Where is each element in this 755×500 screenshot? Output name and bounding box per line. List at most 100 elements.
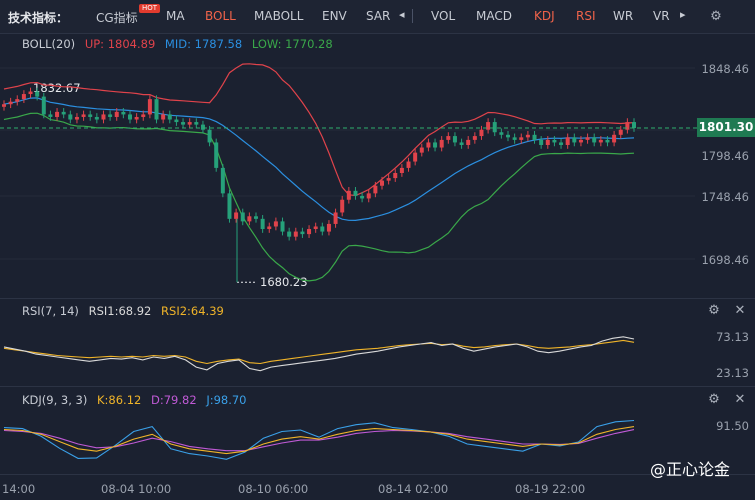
candle-body [141, 114, 146, 117]
candle-body [406, 161, 411, 168]
candle-body [48, 114, 53, 117]
kdj-j-value: J:98.70 [206, 393, 247, 407]
candle-body [380, 180, 384, 186]
candle-body [519, 137, 524, 140]
x-axis-label: 08-19 22:00 [515, 482, 586, 496]
tab-env[interactable]: ENV [322, 9, 347, 23]
watermark-text: @正心论金 [650, 460, 731, 479]
tab-macd[interactable]: MACD [476, 9, 512, 23]
rsi-legend: RSI(7, 14) RSI1:68.92 RSI2:64.39 [22, 304, 230, 318]
gear-icon[interactable]: ⚙ [710, 9, 722, 24]
pane-divider [0, 298, 755, 299]
candle-body [300, 231, 305, 235]
boll-middle-band [3, 97, 635, 222]
candle-body [240, 212, 245, 222]
boll-y-tick: 1798.46 [701, 149, 749, 163]
tab-ma[interactable]: MA [166, 9, 185, 23]
candle-body [28, 91, 33, 95]
tab-kdj[interactable]: KDJ [534, 9, 555, 23]
candle-body [247, 216, 252, 222]
candle-body [625, 122, 630, 130]
candle-body [333, 212, 338, 224]
prev-arrow-icon[interactable]: ◂ [399, 8, 405, 21]
candle-body [426, 142, 431, 148]
boll-low-value: LOW: 1770.28 [251, 37, 333, 51]
next-arrow-icon[interactable]: ▸ [680, 8, 686, 21]
candle-body [15, 99, 20, 102]
rsi-name: RSI(7, 14) [22, 304, 79, 318]
candle-body [214, 142, 219, 168]
candle-body [313, 226, 318, 230]
boll-legend: BOLL(20) UP: 1804.89 MID: 1787.58 LOW: 1… [22, 37, 339, 51]
tab-rsi[interactable]: RSI [576, 9, 596, 23]
toolbar-divider [412, 9, 413, 23]
rsi1-line [3, 336, 635, 372]
candle-body [572, 137, 577, 143]
candle-body [293, 231, 298, 237]
candle-body [499, 132, 504, 135]
candle-body [366, 193, 371, 199]
rsi-close-icon[interactable]: ✕ [734, 303, 746, 318]
candle-body [525, 134, 530, 138]
candle-body [592, 137, 597, 143]
candle-body [353, 190, 358, 196]
toolbar-title: 技术指标： [8, 11, 69, 25]
candle-body [128, 114, 132, 120]
candle-body [585, 137, 590, 140]
candle-body [167, 114, 172, 120]
kdj-d-line [3, 429, 635, 452]
boll-y-tick: 1748.46 [701, 190, 749, 204]
candle-body [207, 129, 212, 143]
kdj-d-value: D:79.82 [151, 393, 197, 407]
candle-body [419, 147, 424, 153]
rsi-settings-gear-icon[interactable]: ⚙ [708, 303, 720, 318]
hot-badge: HOT [139, 4, 161, 13]
kdj-settings-gear-icon[interactable]: ⚙ [708, 392, 720, 407]
candle-body [605, 139, 610, 143]
kdj-name: KDJ(9, 3, 3) [22, 393, 88, 407]
rsi2-value: RSI2:64.39 [161, 304, 224, 318]
candle-body [506, 134, 510, 138]
tab-sar[interactable]: SAR [366, 9, 391, 23]
x-axis-label: 08-10 06:00 [238, 482, 309, 496]
candle-body [254, 216, 258, 219]
kdj-close-icon[interactable]: ✕ [734, 392, 746, 407]
x-axis-label: 08-14 02:00 [378, 482, 449, 496]
candle-body [326, 223, 331, 232]
candle-body [360, 195, 365, 199]
boll-mid-value: MID: 1787.58 [164, 37, 243, 51]
candle-body [41, 96, 46, 115]
candle-body [187, 122, 192, 125]
candle-body [552, 139, 557, 143]
candle-body [307, 229, 312, 235]
boll-y-tick: 1698.46 [701, 253, 749, 267]
tab-maboll[interactable]: MABOLL [254, 9, 304, 23]
candle-body [21, 94, 26, 100]
candle-body [161, 114, 166, 120]
candle-body [61, 111, 66, 115]
candle-body [35, 91, 40, 97]
tab-wr[interactable]: WR [613, 9, 634, 23]
candle-body [234, 212, 239, 219]
candle-body [472, 136, 477, 140]
candle-body [88, 114, 93, 117]
candle-body [598, 139, 603, 143]
candle-body [81, 114, 86, 117]
rsi1-value: RSI1:68.92 [88, 304, 152, 318]
candle-body [194, 122, 199, 125]
tab-vr[interactable]: VR [653, 9, 670, 23]
candle-body [399, 167, 404, 173]
candle-body [273, 221, 278, 227]
x-axis-label: 14:00 [2, 482, 36, 496]
boll-y-tick: 1848.46 [701, 62, 749, 76]
candle-body [632, 122, 636, 129]
boll-up-value: UP: 1804.89 [84, 37, 156, 51]
tab-cg-indicator[interactable]: CG指标 [96, 11, 138, 25]
candle-body [114, 111, 119, 117]
tab-vol[interactable]: VOL [431, 9, 456, 23]
kdj-k-line [3, 426, 635, 455]
tab-boll[interactable]: BOLL [205, 9, 236, 23]
candle-body [565, 137, 570, 145]
candle-body [386, 178, 391, 181]
